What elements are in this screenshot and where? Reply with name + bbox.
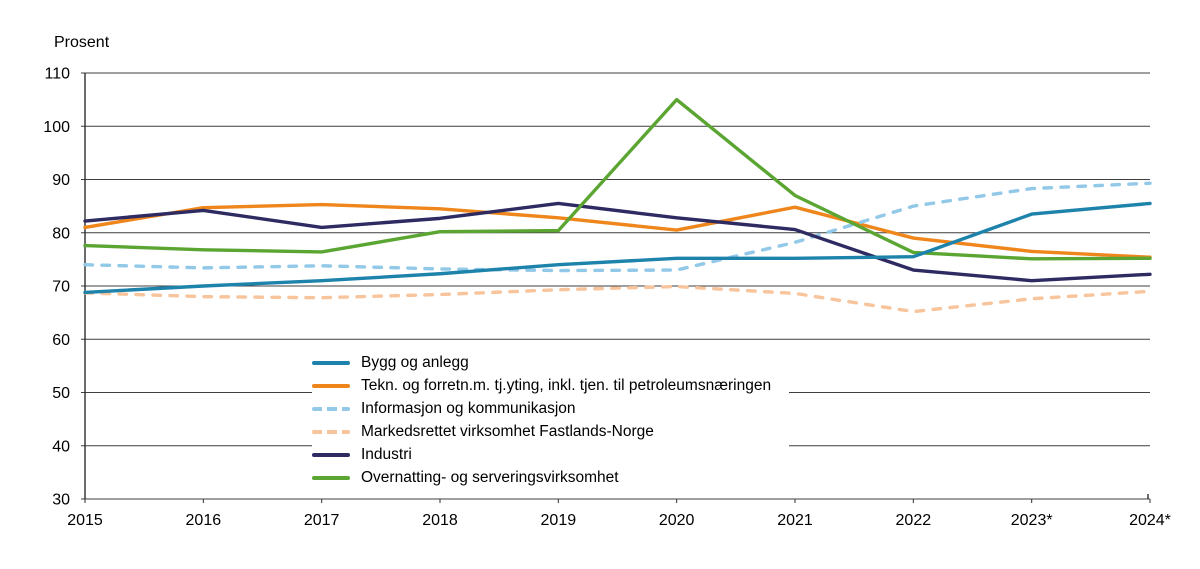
y-axis-title: Prosent <box>54 34 110 51</box>
legend-swatch-icon <box>312 383 350 388</box>
legend-label: Overnatting- og serveringsvirksomhet <box>361 468 619 486</box>
x-tick-label: 2017 <box>304 512 340 529</box>
legend-label: Tekn. og forretn.m. tj.yting, inkl. tjen… <box>361 376 772 394</box>
series-line-markedsrettet-virksomhet-fastlands-norge <box>83 284 1152 314</box>
x-tick-label: 2016 <box>186 512 222 529</box>
y-tick-label: 80 <box>52 225 70 242</box>
x-tick-label: 2024* <box>1129 512 1171 529</box>
legend-item: Markedsrettet virksomhet Fastlands-Norge <box>312 420 771 443</box>
y-tick-label: 100 <box>43 119 70 136</box>
legend-item: Industri <box>312 443 771 466</box>
legend-item: Tekn. og forretn.m. tj.yting, inkl. tjen… <box>312 374 771 397</box>
legend: Bygg og anlegg Tekn. og forretn.m. tj.yti… <box>312 349 790 493</box>
y-tick-label: 40 <box>52 438 70 455</box>
x-tick-label: 2021 <box>777 512 813 529</box>
series-line-informasjon-og-kommunikasjon <box>83 181 1152 273</box>
legend-label: Markedsrettet virksomhet Fastlands-Norge <box>361 422 654 440</box>
x-tick-label: 2022 <box>896 512 932 529</box>
y-tick-label: 50 <box>52 385 70 402</box>
x-tick-label: 2023* <box>1011 512 1053 529</box>
series-line-tekn-og-forretn-m-tj-yting-inkl-tjen-til <box>83 202 1152 259</box>
x-tick-label: 2019 <box>541 512 577 529</box>
x-tick-label: 2015 <box>67 512 103 529</box>
legend-item: Informasjon og kommunikasjon <box>312 397 771 420</box>
legend-swatch-icon <box>312 429 350 434</box>
y-tick-label: 90 <box>52 172 70 189</box>
y-tick-label: 60 <box>52 332 70 349</box>
y-tick-label: 30 <box>52 492 70 509</box>
series-line-bygg-og-anlegg <box>83 201 1152 295</box>
legend-swatch-icon <box>312 360 350 365</box>
series-line-industri <box>83 201 1152 283</box>
legend-label: Bygg og anlegg <box>361 353 469 371</box>
y-tick-label: 110 <box>44 66 70 83</box>
legend-item: Bygg og anlegg <box>312 351 771 374</box>
x-tick-label: 2018 <box>422 512 458 529</box>
legend-swatch-icon <box>312 406 350 411</box>
series-line-overnatting-og-serveringsvirksomhet <box>83 97 1152 261</box>
legend-item: Overnatting- og serveringsvirksomhet <box>312 466 771 489</box>
x-tick-label: 2020 <box>659 512 695 529</box>
legend-label: Informasjon og kommunikasjon <box>361 399 576 417</box>
legend-swatch-icon <box>312 475 350 480</box>
y-tick-label: 70 <box>52 279 70 296</box>
legend-label: Industri <box>361 445 412 463</box>
legend-swatch-icon <box>312 452 350 457</box>
